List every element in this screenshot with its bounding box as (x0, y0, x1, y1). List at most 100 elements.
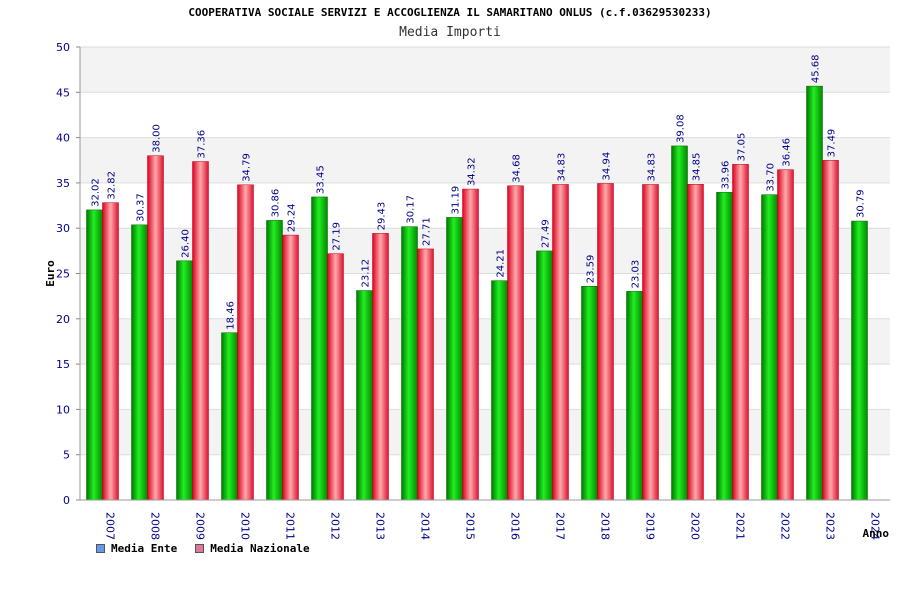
bar-nazionale (192, 161, 209, 501)
x-tick-label: 2011 (284, 512, 297, 540)
data-label: 37.36 (197, 130, 208, 159)
grid-band (80, 318, 890, 365)
data-label: 30.17 (406, 195, 417, 224)
grid-band (80, 137, 890, 183)
data-label: 29.24 (287, 203, 298, 232)
legend-swatch-ente (96, 544, 105, 553)
x-tick-label: 2022 (779, 512, 792, 540)
bar-ente (266, 220, 283, 501)
legend: Media Ente Media Nazionale (96, 542, 310, 555)
legend-item-nazionale: Media Nazionale (195, 542, 310, 555)
data-label: 45.68 (811, 54, 822, 83)
data-label: 30.86 (271, 189, 282, 218)
bar-nazionale (687, 184, 704, 501)
data-label: 23.12 (361, 259, 372, 288)
grid-band (80, 364, 890, 410)
x-tick-label: 2007 (104, 512, 117, 540)
data-label: 29.43 (377, 202, 388, 231)
x-tick-label: 2020 (689, 512, 702, 540)
data-label: 34.68 (512, 154, 523, 183)
bar-nazionale (552, 184, 569, 501)
bar-ente (716, 192, 733, 501)
bar-ente (401, 226, 418, 501)
bar-nazionale (237, 184, 254, 501)
y-tick-label: 5 (63, 449, 70, 462)
data-label: 34.32 (467, 157, 478, 186)
data-label: 23.03 (631, 260, 642, 289)
bar-ente (311, 196, 328, 501)
bar-nazionale (822, 160, 839, 501)
data-label: 37.49 (827, 129, 838, 158)
data-label: 18.46 (226, 301, 237, 330)
x-tick-label: 2023 (824, 512, 837, 540)
bar-ente (131, 224, 148, 501)
bar-nazionale (327, 253, 344, 501)
data-label: 34.79 (242, 153, 253, 182)
grid-band (80, 182, 890, 229)
data-label: 34.85 (692, 153, 703, 182)
data-label: 27.49 (541, 219, 552, 248)
x-tick-label: 2015 (464, 512, 477, 540)
y-tick-label: 20 (56, 313, 70, 326)
bar-nazionale (282, 234, 299, 501)
x-tick-label: 2019 (644, 512, 657, 540)
y-tick-label: 50 (56, 41, 70, 54)
data-label: 27.71 (422, 217, 433, 246)
data-label: 37.05 (737, 133, 748, 162)
bar-nazionale (372, 233, 389, 501)
y-axis-title: Euro (44, 260, 57, 287)
legend-swatch-nazionale (195, 544, 205, 553)
y-tick-label: 25 (56, 268, 70, 281)
data-label: 33.45 (316, 165, 327, 194)
data-label: 23.59 (586, 255, 597, 284)
y-tick-label: 30 (56, 222, 70, 235)
bar-ente (851, 220, 868, 501)
x-axis: 2007 2008 2009 2010 2011 2012 2013 2014 2015 2016… (80, 499, 890, 540)
y-axis: 0 5 10 15 20 25 30 35 40 45 50 Euro (44, 41, 81, 507)
bar-nazionale (777, 169, 794, 501)
x-tick-label: 2012 (329, 512, 342, 540)
bar-nazionale (642, 184, 659, 501)
grid-band (80, 92, 890, 138)
legend-item-ente: Media Ente (96, 542, 177, 555)
chart-title: COOPERATIVA SOCIALE SERVIZI E ACCOGLIENZ… (188, 6, 712, 19)
bar-nazionale (417, 248, 434, 501)
x-tick-label: 2016 (509, 512, 522, 540)
bar-ente (491, 280, 508, 501)
bar-nazionale (102, 202, 119, 501)
bar-ente (761, 194, 778, 501)
y-tick-label: 45 (56, 86, 70, 99)
legend-label-ente: Media Ente (111, 542, 178, 555)
bar-ente (221, 332, 238, 501)
grid-band (80, 409, 890, 455)
y-tick-label: 15 (56, 358, 70, 371)
data-label: 36.46 (782, 138, 793, 167)
grid-band (80, 47, 890, 93)
bar-nazionale (597, 183, 614, 501)
data-label: 24.21 (496, 249, 507, 278)
y-tick-label: 40 (56, 132, 70, 145)
bar-ente (536, 250, 553, 501)
bars-group: 32.02 32.82 30.37 38.00 26.40 37.36 18.46 34.79… (86, 54, 868, 501)
grid-band (80, 228, 890, 274)
x-tick-label: 2018 (599, 512, 612, 540)
bar-ente (176, 260, 193, 501)
bar-ente (806, 85, 823, 501)
bar-ente (86, 209, 103, 501)
bar-ente (671, 145, 688, 501)
x-tick-label: 2009 (194, 512, 207, 540)
data-label: 33.96 (721, 161, 732, 190)
x-tick-label: 2008 (149, 512, 162, 540)
data-label: 30.37 (136, 193, 147, 222)
y-tick-label: 0 (63, 494, 70, 507)
data-label: 34.83 (647, 153, 658, 182)
plot-background (80, 46, 890, 501)
bar-ente (446, 217, 463, 501)
x-tick-label: 2014 (419, 512, 432, 540)
data-label: 39.08 (676, 114, 687, 143)
bar-ente (356, 290, 373, 501)
data-label: 32.02 (91, 178, 102, 207)
bar-ente (626, 291, 643, 501)
chart-subtitle: Media Importi (399, 25, 501, 40)
data-label: 34.83 (557, 153, 568, 182)
